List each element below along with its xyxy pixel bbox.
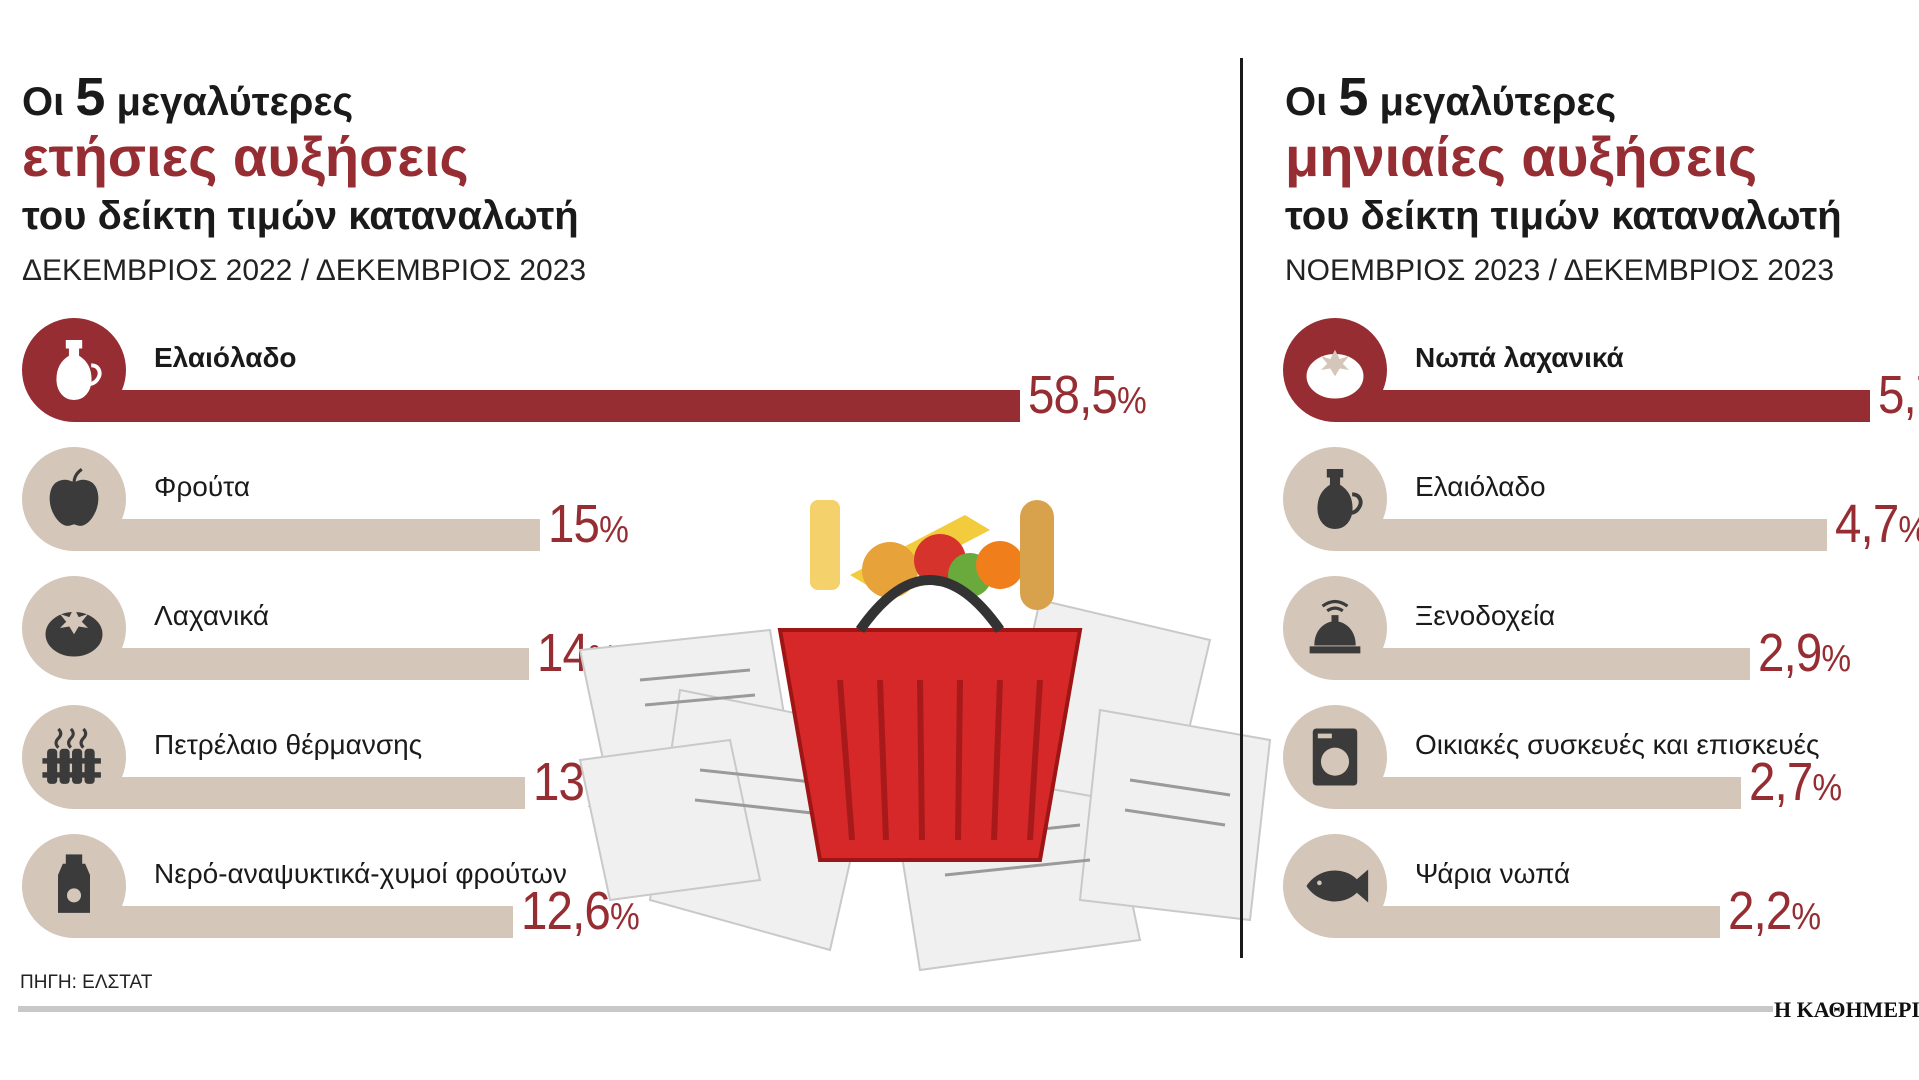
tomato-icon: .inner{fill:#962d32;stroke:none}	[1283, 318, 1387, 422]
hotel-bell-icon: .inner{fill:#d4c6b8;stroke:none}	[1283, 576, 1387, 680]
bar-category-label: Οικιακές συσκευές και επισκευές	[1415, 729, 1820, 760]
bar-category-label: Ψάρια νωπά	[1415, 858, 1571, 889]
bar-value-label: 12,6%	[521, 881, 640, 941]
bar	[1335, 519, 1828, 551]
left-title-sub: του δείκτη τιμών καταναλωτή	[22, 194, 579, 238]
right-title-post: μεγαλύτερες	[1379, 80, 1617, 124]
bar	[1335, 777, 1742, 809]
bar-category-label: Πετρέλαιο θέρμανσης	[154, 729, 423, 760]
bar-value-label: 2,2%	[1727, 881, 1821, 941]
olive-oil-bottle-icon: .inner{fill:#d4c6b8;stroke:none}	[1283, 447, 1387, 551]
bar-category-label: Φρούτα	[154, 471, 251, 502]
bar	[74, 906, 514, 938]
bar	[1335, 390, 1870, 422]
annual-increases-panel: Οι 5 μεγαλύτερες ετήσιες αυξήσεις του δε…	[22, 66, 1272, 972]
bar	[74, 519, 540, 551]
bar	[74, 390, 1020, 422]
radiator-icon: .inner{fill:#d4c6b8;stroke:none}	[22, 705, 126, 809]
bar	[74, 777, 526, 809]
bar-category-label: Νωπά λαχανικά	[1415, 342, 1624, 373]
shopping-basket-receipts-illustration	[578, 500, 1272, 972]
left-title-post: μεγαλύτερες	[116, 80, 354, 124]
bar-category-label: Νερό-αναψυκτικά-χυμοί φρούτων	[154, 858, 567, 889]
left-title-accent: ετήσιες αυξήσεις	[22, 125, 469, 188]
left-period: ΔΕΚΕΜΒΡΙΟΣ 2022 / ΔΕΚΕΜΒΡΙΟΣ 2023	[22, 254, 587, 287]
bar-value-label: 5,7%	[1878, 365, 1919, 425]
bar-value-label: 4,7%	[1835, 494, 1919, 554]
bar-category-label: Ελαιόλαδο	[1415, 471, 1546, 502]
right-title-sub: του δείκτη τιμών καταναλωτή	[1285, 194, 1842, 238]
panel-divider	[1240, 58, 1243, 958]
tomato-icon: .inner{fill:#d4c6b8;stroke:none}	[22, 576, 126, 680]
right-period: ΝΟΕΜΒΡΙΟΣ 2023 / ΔΕΚΕΜΒΡΙΟΣ 2023	[1285, 254, 1835, 287]
bar-value-label: 15%	[547, 494, 629, 554]
apple-icon: .inner{fill:#d4c6b8;stroke:none}	[22, 447, 126, 551]
fish-icon: .inner{fill:#d4c6b8;stroke:none}	[1283, 834, 1387, 938]
olive-oil-bottle-icon: .inner{fill:#962d32;stroke:none}	[22, 318, 126, 422]
brand-logo: Η ΚΑΘΗΜΕΡΙΝΗ	[1774, 997, 1919, 1022]
juice-bottle-icon: .inner{fill:#d4c6b8;stroke:none}	[22, 834, 126, 938]
washing-machine-icon: .inner{fill:#d4c6b8;stroke:none}	[1283, 705, 1387, 809]
right-title-line1: Οι 5 μεγαλύτερες	[1285, 66, 1616, 128]
bar-value-label: 58,5%	[1028, 365, 1147, 425]
bar-category-label: Ξενοδοχεία	[1415, 600, 1556, 631]
bar-category-label: Ελαιόλαδο	[154, 342, 297, 373]
monthly-increases-panel: Οι 5 μεγαλύτερες μηνιαίες αυξήσεις του δ…	[1240, 0, 1919, 1000]
left-title-pre: Οι	[22, 80, 65, 124]
bar	[1335, 906, 1720, 938]
right-title-accent: μηνιαίες αυξήσεις	[1285, 125, 1758, 188]
source-note: ΠΗΓΗ: ΕΛΣΤΑΤ	[20, 972, 153, 993]
bar	[1335, 648, 1750, 680]
left-title-number: 5	[75, 67, 106, 127]
bar	[74, 648, 529, 680]
bar-value-label: 2,7%	[1749, 752, 1842, 812]
right-title-number: 5	[1338, 67, 1369, 127]
bar-value-label: 2,9%	[1757, 623, 1851, 683]
bar-category-label: Λαχανικά	[154, 600, 270, 631]
footer-rule	[18, 1006, 1773, 1012]
left-title-line1: Οι 5 μεγαλύτερες	[22, 66, 353, 128]
right-title-pre: Οι	[1285, 80, 1328, 124]
